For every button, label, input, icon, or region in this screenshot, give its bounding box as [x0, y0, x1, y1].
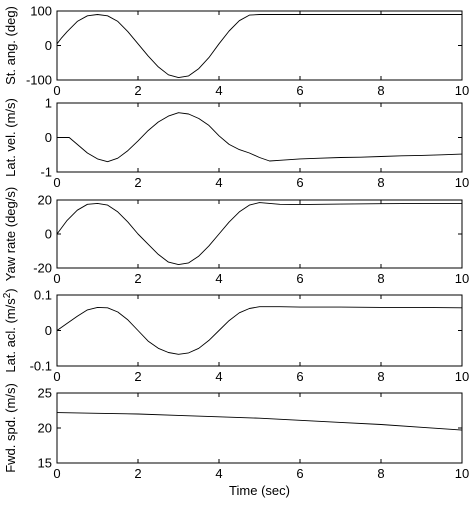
x-tick-label: 6 — [296, 83, 303, 98]
x-tick-label: 2 — [134, 466, 141, 481]
y-axis-label: Fwd. spd. (m/s) — [3, 383, 18, 473]
y-tick-label: 0 — [45, 323, 52, 338]
y-tick-label: 20 — [38, 421, 52, 436]
x-tick-label: 8 — [377, 369, 384, 384]
y-tick-label: 15 — [38, 456, 52, 471]
x-tick-label: 0 — [53, 271, 60, 286]
y-tick-label: 0 — [45, 38, 52, 53]
y-tick-label: 0 — [45, 227, 52, 242]
axes-frame — [56, 102, 463, 173]
x-tick-label: 8 — [377, 83, 384, 98]
x-tick-label: 4 — [215, 83, 222, 98]
x-tick-label: 2 — [134, 83, 141, 98]
y-tick-label: 100 — [30, 4, 52, 19]
y-axis-label: St. ang. (deg) — [3, 6, 18, 85]
series-line-1 — [56, 14, 462, 79]
y-tick-label: -100 — [26, 73, 52, 88]
series-line-1 — [56, 412, 463, 431]
subplot-5: 0 2 4 6 8 10 15 20 25 Fwd. spd. (m/s) Time (sec) — [3, 383, 469, 498]
x-tick-label: 4 — [215, 271, 222, 286]
y-tick-label: -1 — [40, 165, 52, 180]
x-tick-label: 8 — [377, 175, 384, 190]
x-tick-label: 0 — [53, 466, 60, 481]
x-tick-label: 4 — [215, 175, 222, 190]
y-tick-label: 1 — [45, 96, 52, 111]
x-tick-label: 6 — [296, 175, 303, 190]
x-tick-label: 0 — [53, 175, 60, 190]
x-tick-label: 8 — [377, 271, 384, 286]
y-tick-label: -0.1 — [30, 359, 52, 374]
y-tick-label: 0.1 — [34, 288, 52, 303]
y-axis-label: Lat. acl. (m/s2) — [2, 288, 18, 372]
series-line-1 — [56, 202, 462, 266]
y-tick-label: 0 — [45, 130, 52, 145]
x-tick-label: 10 — [455, 271, 469, 286]
series-line-1 — [56, 306, 463, 355]
axes-frame — [56, 199, 463, 269]
axes-frame — [56, 392, 463, 464]
x-tick-label: 10 — [455, 175, 469, 190]
x-tick-label: 10 — [455, 369, 469, 384]
x-tick-label: 2 — [134, 175, 141, 190]
x-tick-label: 6 — [296, 466, 303, 481]
x-tick-label: 4 — [215, 369, 222, 384]
x-tick-label: 0 — [53, 83, 60, 98]
x-tick-label: 8 — [377, 466, 384, 481]
x-tick-label: 2 — [134, 369, 141, 384]
x-tick-label: 0 — [53, 369, 60, 384]
x-tick-label: 6 — [296, 369, 303, 384]
y-tick-label: -20 — [33, 261, 52, 276]
x-tick-label: 6 — [296, 271, 303, 286]
y-tick-label: 25 — [38, 386, 52, 401]
x-axis-label: Time (sec) — [229, 483, 290, 498]
x-tick-label: 10 — [455, 83, 469, 98]
x-tick-label: 10 — [455, 466, 469, 481]
axes-frame — [56, 294, 463, 367]
y-axis-label: Yaw rate (deg/s) — [3, 187, 18, 281]
series-line-1 — [57, 112, 463, 163]
y-axis-label: Lat. vel. (m/s) — [3, 98, 18, 177]
y-tick-label: 20 — [38, 193, 52, 208]
x-tick-label: 4 — [215, 466, 222, 481]
x-tick-label: 2 — [134, 271, 141, 286]
